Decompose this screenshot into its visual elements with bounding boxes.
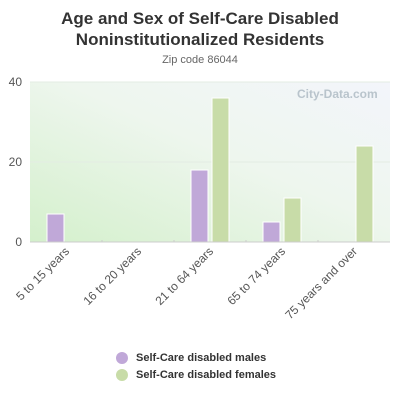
legend-label-males: Self-Care disabled males: [136, 351, 267, 364]
x-tick-label: 75 years and over: [282, 244, 360, 322]
legend-item-males: Self-Care disabled males: [116, 349, 276, 366]
legend-swatch-males: [116, 351, 128, 364]
chart-title: Age and Sex of Self-Care Disabled Nonins…: [0, 8, 400, 50]
x-tick-label: 21 to 64 years: [152, 244, 216, 308]
bar-females: [283, 197, 302, 243]
bar-males: [262, 221, 281, 243]
y-tick-label: 20: [9, 155, 23, 169]
x-tick-label: 16 to 20 years: [80, 244, 144, 308]
y-tick-label: 0: [15, 235, 22, 249]
chart-subtitle: Zip code 86044: [162, 54, 238, 66]
bar-males: [46, 213, 65, 243]
legend-item-females: Self-Care disabled females: [116, 366, 276, 383]
x-tick-label: 5 to 15 years: [13, 244, 72, 303]
legend-swatch-females: [116, 368, 128, 381]
y-tick-label: 40: [9, 75, 23, 89]
legend: Self-Care disabled males Self-Care disab…: [116, 349, 276, 383]
bar-females: [211, 97, 230, 243]
x-tick-label: 65 to 74 years: [224, 244, 288, 308]
watermark: City-Data.com: [297, 87, 378, 101]
bar-males: [190, 169, 209, 243]
title-line-2: Noninstitutionalized Residents: [75, 30, 325, 49]
title-line-1: Age and Sex of Self-Care Disabled: [61, 9, 339, 28]
bar-females: [355, 145, 374, 243]
legend-label-females: Self-Care disabled females: [136, 368, 277, 381]
